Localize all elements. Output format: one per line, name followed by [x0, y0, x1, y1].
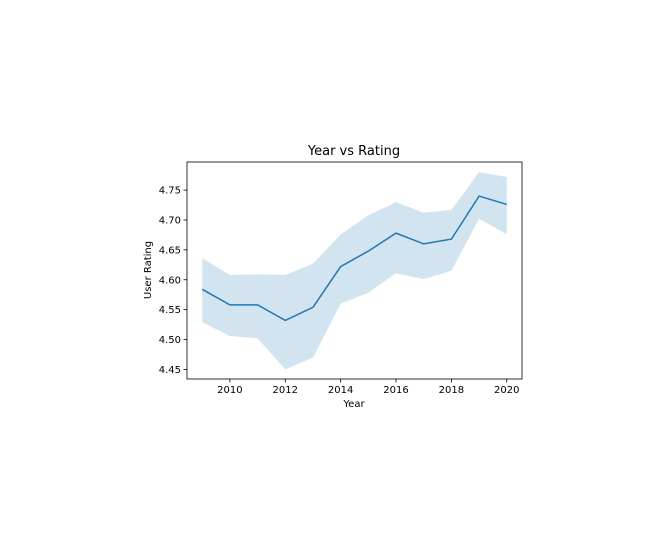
data-point [311, 305, 315, 309]
data-point [505, 202, 509, 206]
data-point [200, 287, 204, 291]
data-point [449, 237, 453, 241]
y-tick-label: 4.70 [159, 215, 181, 226]
data-point [366, 249, 370, 253]
y-tick-label: 4.50 [159, 335, 181, 346]
x-axis: 2010 2012 2014 2016 2018 2020 [217, 379, 519, 396]
x-axis-label: Year [342, 399, 365, 410]
y-tick-label: 4.45 [159, 365, 181, 376]
chart-title: Year vs Rating [307, 144, 400, 159]
y-tick-label: 4.75 [159, 186, 181, 197]
y-axis: 4.45 4.50 4.55 4.60 4.65 4.70 4.75 [159, 186, 187, 376]
data-point [228, 303, 232, 307]
x-tick-label: 2010 [217, 385, 242, 396]
y-tick-label: 4.60 [159, 275, 181, 286]
x-tick-label: 2016 [383, 385, 408, 396]
confidence-band [202, 172, 507, 370]
data-point [477, 194, 481, 198]
data-point [422, 242, 426, 246]
x-tick-label: 2014 [328, 385, 353, 396]
data-point [256, 303, 260, 307]
x-tick-label: 2020 [494, 385, 519, 396]
y-tick-label: 4.65 [159, 245, 181, 256]
y-tick-label: 4.55 [159, 305, 181, 316]
x-tick-label: 2012 [273, 385, 298, 396]
data-point [339, 265, 343, 269]
series-line [201, 195, 507, 322]
data-point [394, 231, 398, 235]
plot-frame [186, 161, 523, 380]
plot-area [186, 161, 523, 380]
y-axis-label: User Rating [143, 241, 154, 299]
data-point [283, 318, 287, 322]
x-tick-label: 2018 [439, 385, 464, 396]
